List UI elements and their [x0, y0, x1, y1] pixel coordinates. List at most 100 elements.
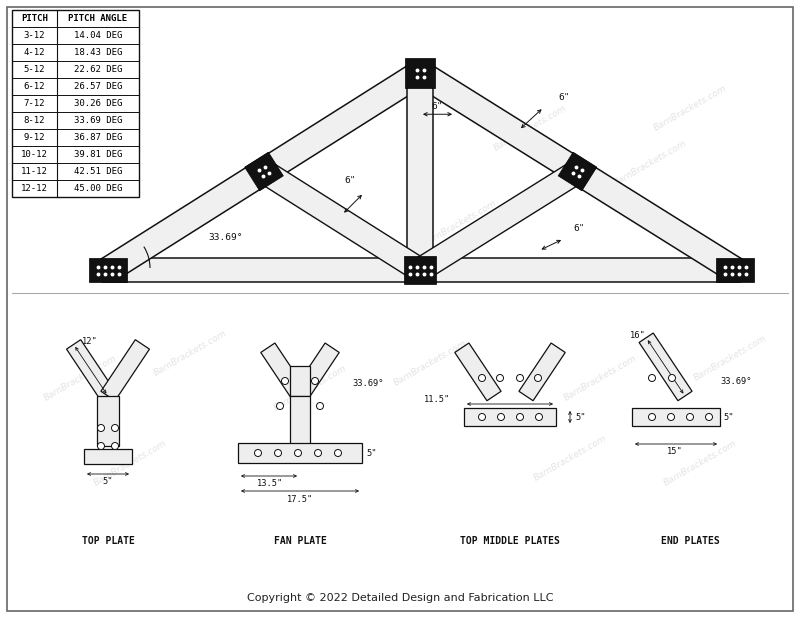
Text: BarnBrackets.com: BarnBrackets.com: [562, 353, 638, 402]
Circle shape: [669, 375, 675, 381]
Polygon shape: [261, 343, 307, 400]
Text: BarnBrackets.com: BarnBrackets.com: [652, 83, 728, 132]
Text: 11-12: 11-12: [21, 167, 48, 176]
Text: 16": 16": [630, 331, 646, 340]
Circle shape: [314, 449, 322, 457]
Text: 18.43 DEG: 18.43 DEG: [74, 48, 122, 57]
Circle shape: [294, 449, 302, 457]
Bar: [84, 449, 132, 464]
Text: PITCH ANGLE: PITCH ANGLE: [69, 14, 127, 23]
Text: 33.69°: 33.69°: [352, 379, 383, 389]
Text: 26.57 DEG: 26.57 DEG: [74, 82, 122, 91]
Polygon shape: [639, 333, 692, 400]
Polygon shape: [413, 62, 742, 281]
Polygon shape: [101, 340, 150, 400]
Circle shape: [254, 449, 262, 457]
Circle shape: [98, 425, 105, 431]
Circle shape: [534, 375, 542, 381]
Text: 33.69°: 33.69°: [720, 376, 751, 386]
Text: BarnBrackets.com: BarnBrackets.com: [422, 198, 498, 248]
Circle shape: [517, 413, 523, 420]
Polygon shape: [97, 396, 119, 446]
Bar: [245, 152, 283, 191]
Text: 11.5": 11.5": [424, 396, 450, 405]
Text: 5": 5": [102, 478, 114, 486]
Text: TOP PLATE: TOP PLATE: [82, 536, 134, 546]
Text: 6-12: 6-12: [24, 82, 46, 91]
Bar: [12, 10, 139, 197]
Text: 15": 15": [667, 447, 683, 457]
Text: 5": 5": [723, 412, 734, 421]
Text: 9-12: 9-12: [24, 133, 46, 142]
Text: BarnBrackets.com: BarnBrackets.com: [92, 438, 168, 488]
Text: FAN PLATE: FAN PLATE: [274, 536, 326, 546]
Bar: [558, 152, 597, 191]
Text: BarnBrackets.com: BarnBrackets.com: [152, 328, 228, 378]
Bar: [404, 256, 436, 284]
Text: 22.62 DEG: 22.62 DEG: [74, 65, 122, 74]
Text: BarnBrackets.com: BarnBrackets.com: [392, 339, 468, 387]
Text: 5": 5": [366, 449, 377, 457]
Text: Copyright © 2022 Detailed Design and Fabrication LLC: Copyright © 2022 Detailed Design and Fab…: [246, 593, 554, 603]
Text: 30.26 DEG: 30.26 DEG: [74, 99, 122, 108]
Polygon shape: [290, 396, 310, 446]
Text: 42.51 DEG: 42.51 DEG: [74, 167, 122, 176]
Circle shape: [111, 442, 118, 449]
Bar: [405, 58, 435, 88]
Polygon shape: [293, 343, 339, 400]
Polygon shape: [414, 161, 584, 280]
Polygon shape: [519, 343, 566, 400]
Polygon shape: [258, 161, 426, 280]
Text: 33.69°: 33.69°: [208, 233, 242, 242]
Circle shape: [649, 375, 655, 381]
Circle shape: [111, 425, 118, 431]
Text: 6": 6": [344, 176, 356, 185]
Text: 10-12: 10-12: [21, 150, 48, 159]
Circle shape: [277, 402, 283, 410]
Text: BarnBrackets.com: BarnBrackets.com: [42, 353, 118, 402]
Text: 6": 6": [558, 93, 570, 102]
Text: 6": 6": [431, 102, 442, 111]
Text: BarnBrackets.com: BarnBrackets.com: [612, 138, 688, 187]
Text: 3-12: 3-12: [24, 31, 46, 40]
Bar: [89, 258, 127, 282]
Polygon shape: [454, 343, 501, 400]
Text: 12": 12": [82, 337, 98, 346]
Bar: [632, 408, 720, 426]
Circle shape: [478, 375, 486, 381]
Circle shape: [649, 413, 655, 420]
Text: 5-12: 5-12: [24, 65, 46, 74]
Bar: [464, 408, 556, 426]
Circle shape: [478, 413, 486, 420]
Text: 7-12: 7-12: [24, 99, 46, 108]
Circle shape: [686, 413, 694, 420]
Text: PITCH: PITCH: [21, 14, 48, 23]
Text: BarnBrackets.com: BarnBrackets.com: [692, 334, 768, 383]
Text: 39.81 DEG: 39.81 DEG: [74, 150, 122, 159]
Text: 14.04 DEG: 14.04 DEG: [74, 31, 122, 40]
Polygon shape: [290, 366, 310, 396]
Text: 33.69 DEG: 33.69 DEG: [74, 116, 122, 125]
Text: TOP MIDDLE PLATES: TOP MIDDLE PLATES: [460, 536, 560, 546]
Text: 6": 6": [573, 224, 585, 233]
Circle shape: [282, 378, 289, 384]
Circle shape: [535, 413, 542, 420]
Circle shape: [334, 449, 342, 457]
Text: 45.00 DEG: 45.00 DEG: [74, 184, 122, 193]
Text: BarnBrackets.com: BarnBrackets.com: [492, 103, 568, 153]
Text: BarnBrackets.com: BarnBrackets.com: [272, 363, 348, 413]
Text: END PLATES: END PLATES: [661, 536, 719, 546]
Text: BarnBrackets.com: BarnBrackets.com: [282, 124, 358, 172]
Circle shape: [517, 375, 523, 381]
Text: BarnBrackets.com: BarnBrackets.com: [352, 64, 428, 112]
Text: 17.5": 17.5": [287, 494, 313, 504]
Polygon shape: [103, 258, 740, 282]
Bar: [238, 443, 362, 463]
Circle shape: [667, 413, 674, 420]
Circle shape: [98, 442, 105, 449]
Text: 36.87 DEG: 36.87 DEG: [74, 133, 122, 142]
Text: 8-12: 8-12: [24, 116, 46, 125]
Text: BarnBrackets.com: BarnBrackets.com: [532, 433, 608, 483]
Polygon shape: [101, 62, 427, 281]
Circle shape: [706, 413, 713, 420]
